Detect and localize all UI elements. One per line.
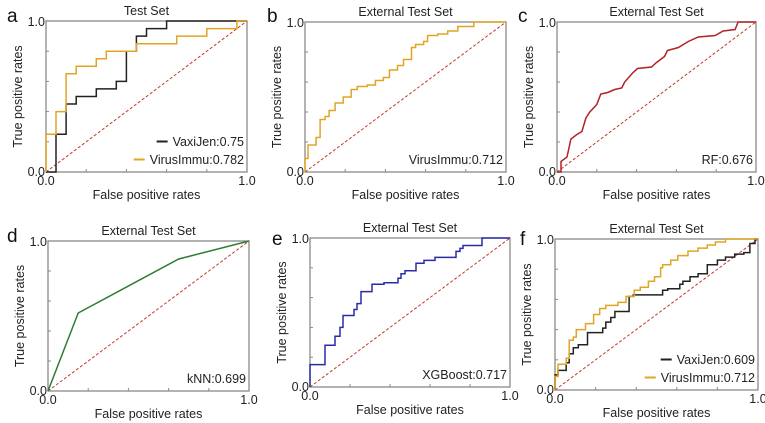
legend-label: VirusImmu:0.712 bbox=[661, 371, 755, 385]
panel-letter: c bbox=[518, 6, 528, 27]
y-tick-label: 1.0 bbox=[287, 16, 304, 30]
y-axis-label: True positive rates bbox=[275, 261, 289, 363]
roc-curve-virusimmu bbox=[45, 20, 247, 172]
panel-title: External Test Set bbox=[101, 224, 196, 238]
x-axis-label: False positive rates bbox=[95, 407, 203, 421]
panel-letter: d bbox=[7, 226, 18, 247]
y-axis-label: True positive rates bbox=[270, 46, 284, 148]
y-tick-label: 0.0 bbox=[539, 165, 556, 179]
x-axis-label: False positive rates bbox=[93, 188, 201, 202]
y-tick-label: 0.0 bbox=[28, 165, 45, 179]
panel-letter: e bbox=[272, 229, 283, 250]
x-tick-label: 0.0 bbox=[546, 392, 563, 406]
y-tick-label: 0.0 bbox=[287, 165, 304, 179]
x-tick-label: 0.0 bbox=[548, 174, 565, 188]
x-axis-label: False positive rates bbox=[352, 188, 460, 202]
plot-frame bbox=[554, 238, 759, 391]
y-tick-label: 1.0 bbox=[28, 15, 45, 29]
x-tick-label: 1.0 bbox=[238, 174, 255, 188]
panel-title: External Test Set bbox=[358, 5, 453, 19]
panel-title: External Test Set bbox=[609, 5, 704, 19]
legend-label: VirusImmu:0.782 bbox=[150, 153, 244, 167]
auc-annotation: VirusImmu:0.712 bbox=[409, 153, 503, 167]
auc-annotation: RF:0.676 bbox=[702, 153, 753, 167]
roc-panel-d: d External Test Set 0.0 1.0 0.0 1.0 False posi… bbox=[7, 224, 258, 421]
roc-panel-a: a Test Set 0.0 1.0 0.0 1.0 False positive rate… bbox=[7, 4, 256, 202]
y-tick-label: 0.0 bbox=[537, 383, 554, 397]
roc-panel-c: c External Test Set 0.0 1.0 0.0 1.0 False posi… bbox=[518, 5, 765, 202]
x-tick-label: 0.0 bbox=[301, 389, 318, 403]
x-tick-label: 1.0 bbox=[747, 174, 764, 188]
roc-curve-xgboost bbox=[309, 237, 510, 387]
plot-frame bbox=[304, 21, 507, 173]
x-tick-label: 1.0 bbox=[497, 174, 514, 188]
panel-title: Test Set bbox=[124, 4, 170, 18]
plot-frame bbox=[309, 237, 511, 388]
y-tick-label: 1.0 bbox=[539, 16, 556, 30]
x-axis-label: False positive rates bbox=[603, 406, 711, 420]
x-tick-label: 1.0 bbox=[240, 393, 257, 407]
roc-curve-virusimmu bbox=[304, 21, 506, 172]
chance-diagonal bbox=[45, 20, 248, 173]
legend-label: VaxiJen:0.609 bbox=[677, 353, 755, 367]
panel-letter: b bbox=[267, 6, 278, 27]
roc-panel-b: b External Test Set 0.0 1.0 0.0 1.0 False posi… bbox=[267, 5, 515, 202]
auc-annotation: XGBoost:0.717 bbox=[422, 368, 507, 382]
y-axis-label: True positive rates bbox=[520, 263, 534, 365]
roc-panel-f: f External Test Set 0.0 1.0 0.0 1.0 False posi… bbox=[520, 222, 765, 420]
y-tick-label: 1.0 bbox=[292, 232, 309, 246]
y-tick-label: 0.0 bbox=[292, 380, 309, 394]
auc-annotation: kNN:0.699 bbox=[187, 372, 246, 386]
panel-title: External Test Set bbox=[363, 221, 458, 235]
roc-curve-knn bbox=[47, 240, 250, 392]
chance-diagonal bbox=[304, 21, 507, 173]
panel-letter: f bbox=[520, 229, 526, 250]
plot-frame bbox=[45, 20, 248, 173]
y-tick-label: 1.0 bbox=[30, 235, 47, 249]
plot-frame bbox=[556, 21, 757, 173]
x-tick-label: 1.0 bbox=[749, 392, 765, 406]
x-axis-label: False positive rates bbox=[356, 403, 464, 417]
x-tick-label: 1.0 bbox=[501, 389, 518, 403]
roc-curve-vaxijen bbox=[554, 238, 758, 390]
x-tick-label: 0.0 bbox=[39, 393, 56, 407]
x-tick-label: 0.0 bbox=[296, 174, 313, 188]
y-axis-label: True positive rates bbox=[11, 45, 25, 147]
chance-diagonal bbox=[47, 240, 250, 392]
x-tick-label: 0.0 bbox=[37, 174, 54, 188]
chance-diagonal bbox=[556, 21, 757, 173]
legend-label: VaxiJen:0.75 bbox=[173, 135, 244, 149]
y-axis-label: True positive rates bbox=[522, 46, 536, 148]
roc-curve-rf bbox=[557, 21, 756, 173]
roc-curve-vaxijen bbox=[46, 20, 247, 173]
roc-curve-virusimmu bbox=[554, 238, 758, 390]
plot-frame bbox=[47, 240, 250, 392]
roc-panel-e: e External Test Set 0.0 1.0 0.0 1.0 False posi… bbox=[272, 221, 519, 417]
x-axis-label: False positive rates bbox=[603, 188, 711, 202]
chance-diagonal bbox=[309, 237, 511, 388]
y-axis-label: True positive rates bbox=[13, 265, 27, 367]
panel-title: External Test Set bbox=[609, 222, 704, 236]
y-tick-label: 0.0 bbox=[30, 384, 47, 398]
y-tick-label: 1.0 bbox=[537, 233, 554, 247]
chance-diagonal bbox=[554, 238, 759, 391]
panel-letter: a bbox=[7, 6, 18, 27]
